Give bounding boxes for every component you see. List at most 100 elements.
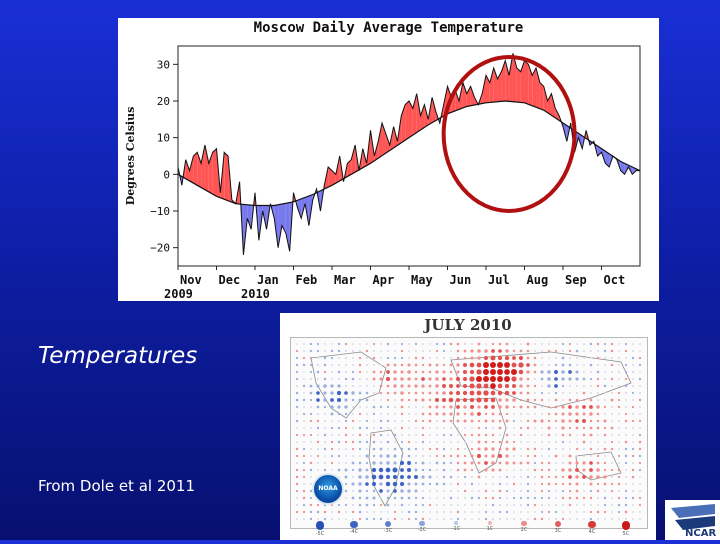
anomaly-dot: [590, 441, 592, 443]
anomaly-dot: [527, 385, 530, 388]
anomaly-dot: [296, 364, 298, 366]
anomaly-dot: [386, 468, 391, 473]
anomaly-dot: [504, 369, 510, 375]
anomaly-dot: [345, 497, 347, 499]
anomaly-dot: [596, 405, 599, 408]
anomaly-dot: [380, 511, 382, 513]
anomaly-dot: [484, 405, 488, 409]
anomaly-dot: [540, 419, 543, 422]
anomaly-dot: [358, 482, 361, 485]
anomaly-dot: [429, 420, 432, 423]
anomaly-dot: [632, 504, 634, 506]
anomaly-dot: [639, 413, 641, 415]
anomaly-dot: [296, 441, 298, 443]
anomaly-dot: [568, 405, 572, 409]
anomaly-dot: [505, 454, 508, 457]
anomaly-dot: [527, 448, 529, 450]
anomaly-dot: [345, 462, 347, 464]
anomaly-dot: [499, 462, 502, 465]
anomaly-dot: [323, 384, 327, 388]
anomaly-dot: [435, 384, 439, 388]
anomaly-dot: [583, 448, 585, 450]
anomaly-dot: [569, 434, 571, 436]
anomaly-dot: [576, 427, 579, 430]
anomaly-dot: [471, 469, 473, 471]
anomaly-dot: [352, 406, 354, 408]
anomaly-dot: [555, 462, 557, 464]
anomaly-dot: [520, 504, 522, 506]
anomaly-dot: [296, 469, 298, 471]
anomaly-dot: [555, 490, 557, 492]
anomaly-dot: [590, 483, 593, 486]
anomaly-dot: [512, 384, 516, 388]
anomaly-dot: [483, 390, 488, 395]
anomaly-dot: [394, 420, 396, 422]
anomaly-dot: [611, 406, 613, 408]
anomaly-dot: [310, 504, 312, 506]
anomaly-dot: [352, 427, 354, 429]
anomaly-dot: [625, 392, 627, 394]
anomaly-dot: [568, 412, 572, 416]
anomaly-dot: [344, 398, 347, 401]
anomaly-dot: [618, 511, 620, 513]
anomaly-dot: [568, 475, 572, 479]
anomaly-dot: [582, 475, 586, 479]
anomaly-dot: [569, 399, 572, 402]
anomaly-dot: [415, 420, 417, 422]
anomaly-dot: [561, 377, 564, 380]
x-tick-label: Mar: [334, 273, 356, 287]
anomaly-dot: [436, 343, 438, 345]
anomaly-dot: [408, 448, 411, 451]
anomaly-dot: [569, 385, 571, 387]
anomaly-dot: [491, 391, 496, 396]
anomaly-dot: [386, 377, 390, 381]
anomaly-dot: [457, 511, 459, 513]
anomaly-dot: [471, 497, 473, 499]
anomaly-dot: [527, 469, 529, 471]
anomaly-dot: [464, 469, 467, 472]
anomaly-dot: [366, 399, 369, 402]
anomaly-dot: [303, 455, 305, 457]
anomaly-dot: [317, 462, 319, 464]
legend-label: 4C: [580, 529, 604, 535]
anomaly-dot: [331, 441, 333, 443]
anomaly-dot: [338, 350, 340, 352]
anomaly-dot: [527, 511, 529, 513]
anomaly-fill: [224, 152, 228, 200]
anomaly-dot: [484, 447, 487, 450]
anomaly-dot: [457, 462, 460, 465]
anomaly-dot: [330, 391, 333, 394]
anomaly-dot: [625, 406, 627, 408]
anomaly-dot: [632, 483, 634, 485]
anomaly-dot: [296, 497, 298, 499]
anomaly-dot: [366, 350, 368, 352]
anomaly-dot: [478, 497, 480, 499]
anomaly-dot: [429, 448, 431, 450]
anomaly-dot: [506, 420, 509, 423]
anomaly-dot: [352, 490, 354, 492]
anomaly-dot: [625, 434, 627, 436]
anomaly-dot: [317, 420, 319, 422]
anomaly-dot: [534, 462, 536, 464]
anomaly-dot: [505, 349, 508, 352]
anomaly-dot: [597, 392, 599, 394]
anomaly-dot: [555, 511, 557, 513]
anomaly-dot: [450, 420, 453, 423]
anomaly-dot: [394, 434, 397, 437]
anomaly-dot: [618, 350, 620, 352]
anomaly-dot: [337, 391, 341, 395]
anomaly-dot: [604, 448, 607, 451]
anomaly-dot: [548, 392, 550, 394]
anomaly-dot: [504, 362, 510, 368]
legend-item: -2C: [410, 519, 434, 533]
anomaly-dot: [597, 357, 599, 359]
anomaly-dot: [457, 476, 459, 478]
anomaly-dot: [639, 357, 641, 359]
anomaly-dot: [604, 483, 607, 486]
anomaly-dot: [632, 511, 634, 513]
anomaly-dot: [310, 392, 313, 395]
anomaly-dot: [415, 462, 417, 464]
anomaly-dot: [639, 399, 641, 401]
anomaly-dot: [639, 511, 641, 513]
anomaly-dot: [317, 441, 319, 443]
